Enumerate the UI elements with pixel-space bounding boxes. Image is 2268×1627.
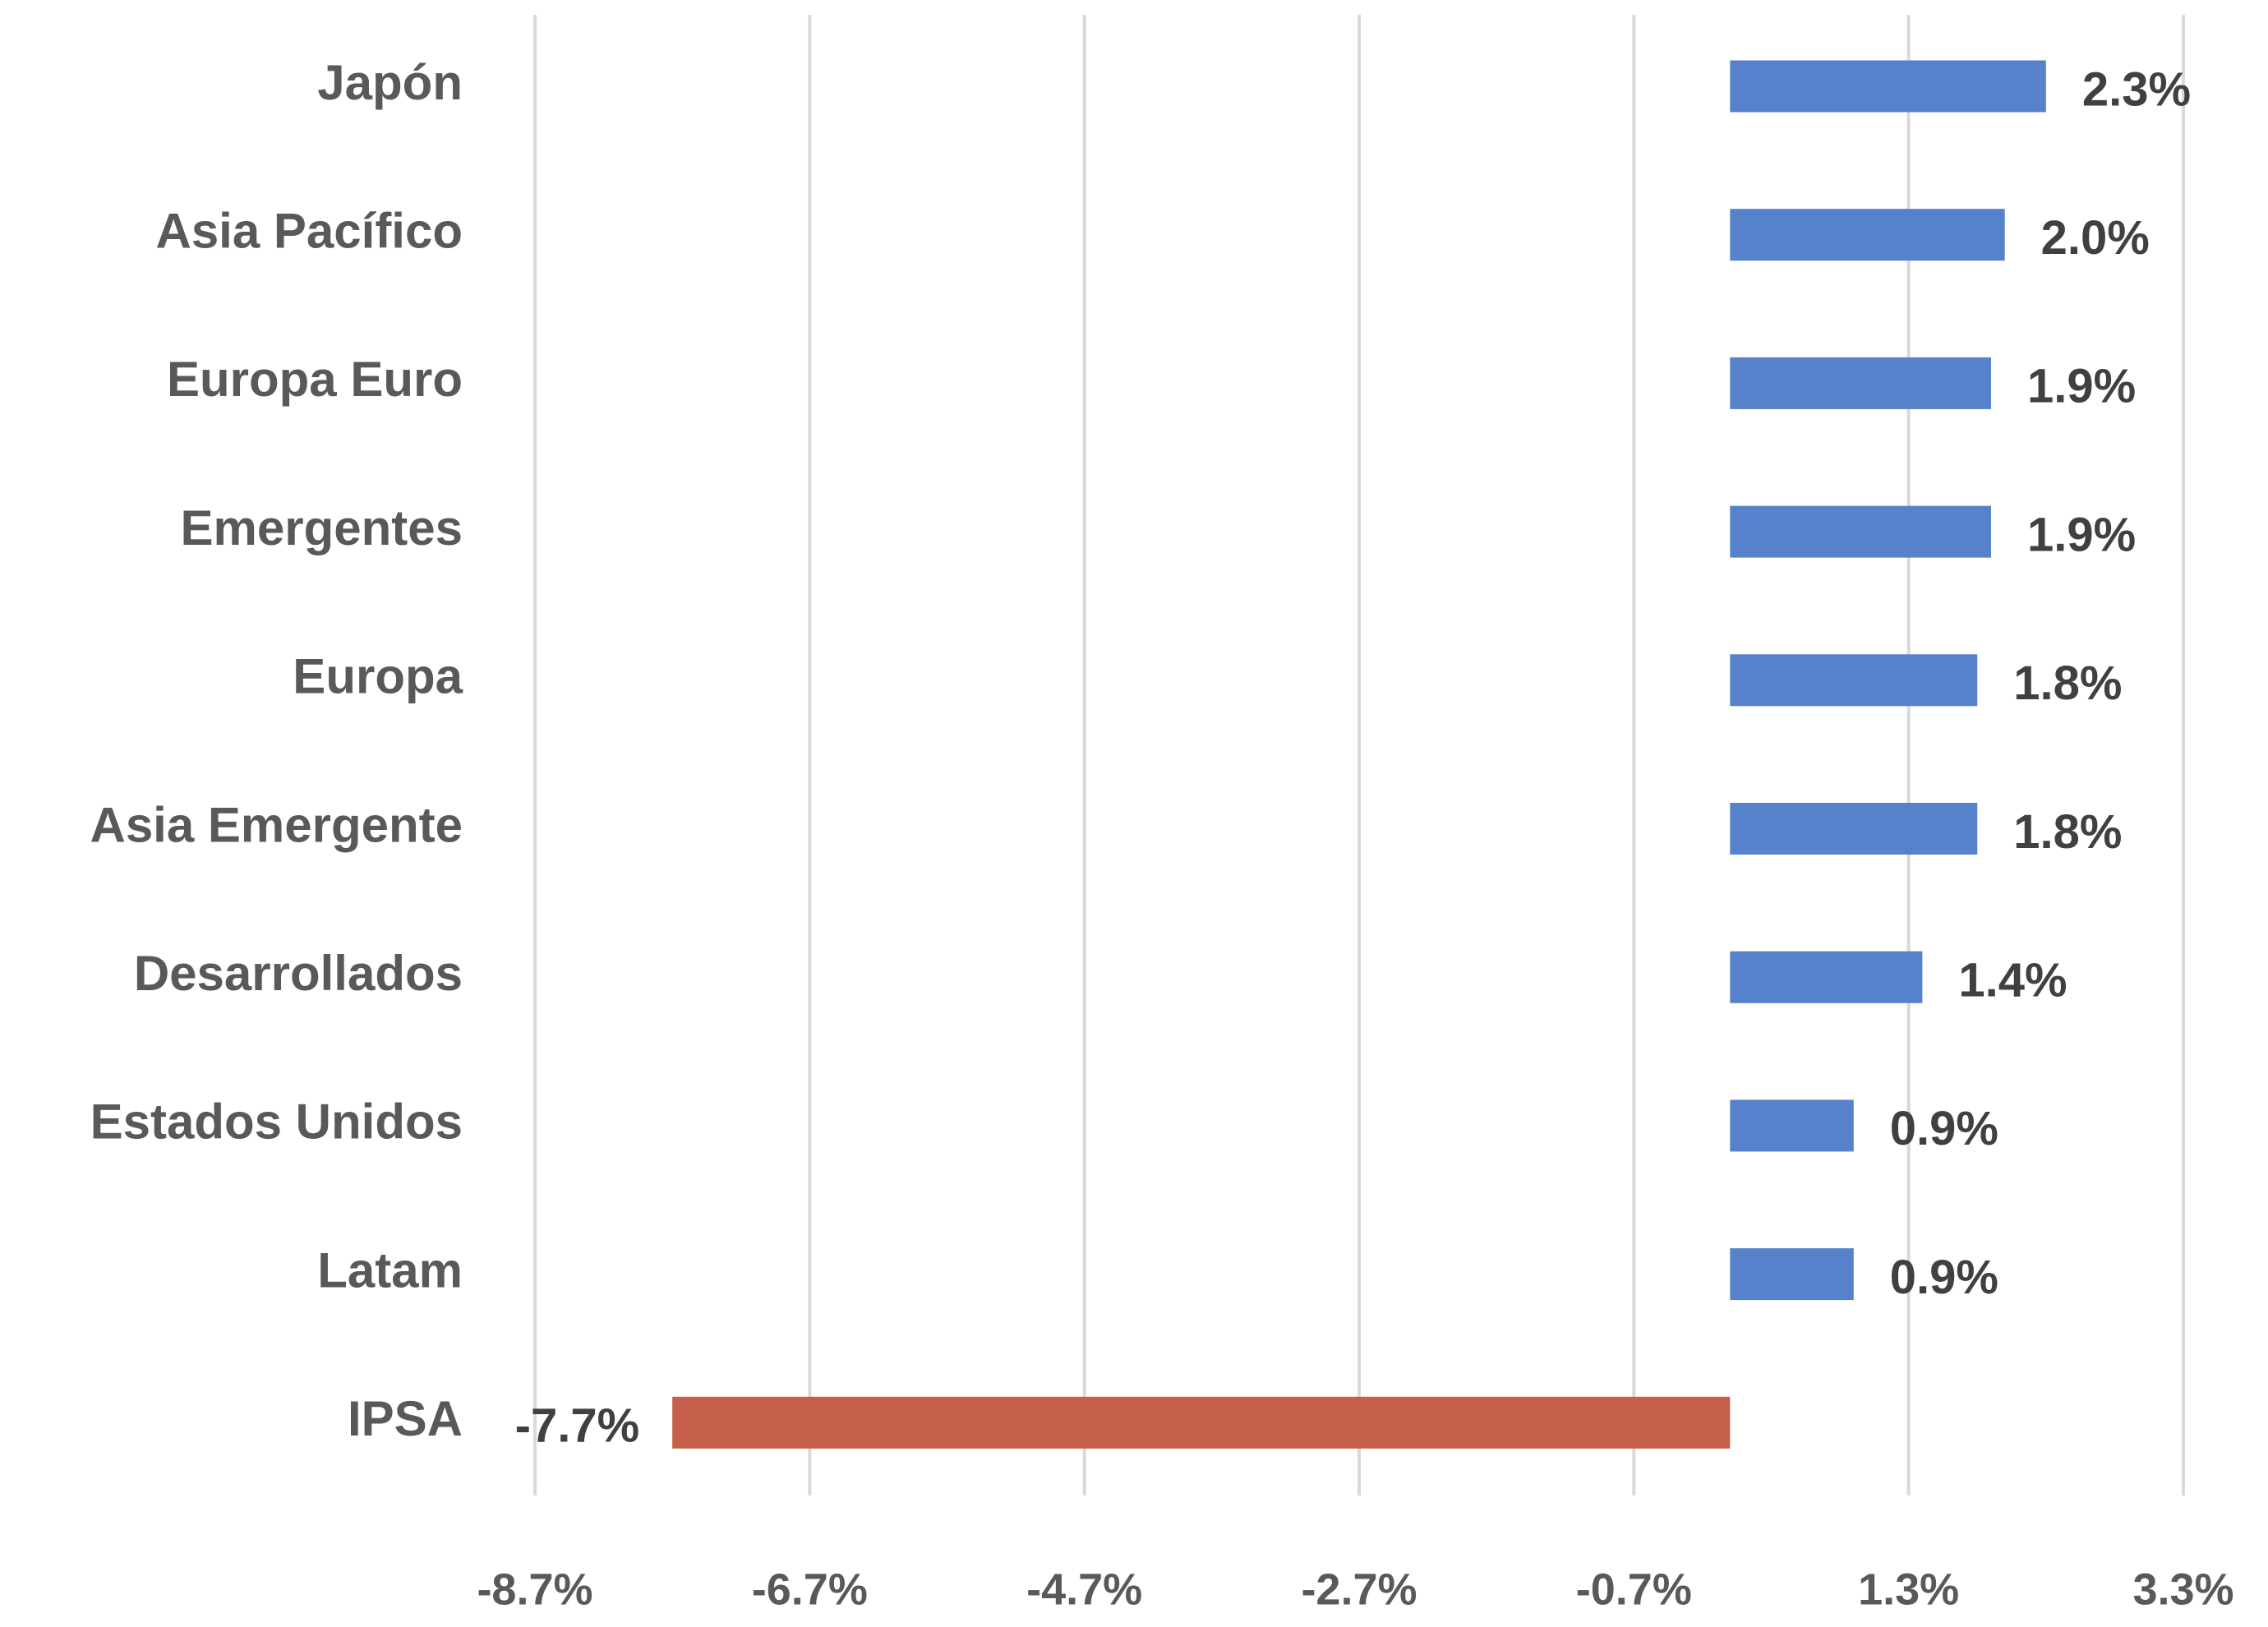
category-label: Europa Euro xyxy=(167,352,463,407)
value-label: 2.3% xyxy=(2082,62,2191,116)
x-tick-label: -4.7% xyxy=(1026,1565,1142,1614)
bar xyxy=(1730,1248,1854,1301)
x-tick-label: -8.7% xyxy=(477,1565,592,1614)
x-tick-label: -0.7% xyxy=(1576,1565,1692,1614)
x-tick-label: -2.7% xyxy=(1301,1565,1417,1614)
value-label: 0.9% xyxy=(1890,1102,1998,1155)
value-label: 1.9% xyxy=(2027,508,2136,561)
bar xyxy=(1730,1099,1854,1152)
category-label: Latam xyxy=(317,1242,463,1297)
value-label: -7.7% xyxy=(515,1399,640,1453)
x-tick-label: -6.7% xyxy=(752,1565,868,1614)
value-label: 0.9% xyxy=(1890,1251,1998,1304)
category-label: Emergentes xyxy=(181,500,463,555)
value-label: 1.8% xyxy=(2013,805,2122,859)
bar xyxy=(1730,357,1991,409)
x-tick-label: 3.3% xyxy=(2132,1565,2233,1614)
value-label: 1.4% xyxy=(1958,954,2067,1007)
category-label: Desarrollados xyxy=(134,946,463,1001)
category-label: Asia Emergente xyxy=(90,797,463,852)
bar xyxy=(1730,209,2005,261)
value-label: 1.8% xyxy=(2013,657,2122,710)
value-label: 2.0% xyxy=(2041,211,2150,265)
category-label: Asia Pacífico xyxy=(155,204,463,259)
bar xyxy=(1730,803,1978,855)
bar xyxy=(672,1396,1731,1449)
bar xyxy=(1730,951,1923,1003)
category-label: Estados Unidos xyxy=(90,1095,463,1150)
category-label: Europa xyxy=(293,649,463,704)
category-label: IPSA xyxy=(348,1391,463,1446)
bar xyxy=(1730,654,1978,707)
bar xyxy=(1730,505,1991,558)
value-label: 1.9% xyxy=(2027,360,2136,413)
bar xyxy=(1730,60,2046,113)
category-label: Japón xyxy=(317,55,463,110)
x-tick-label: 1.3% xyxy=(1858,1565,1959,1614)
